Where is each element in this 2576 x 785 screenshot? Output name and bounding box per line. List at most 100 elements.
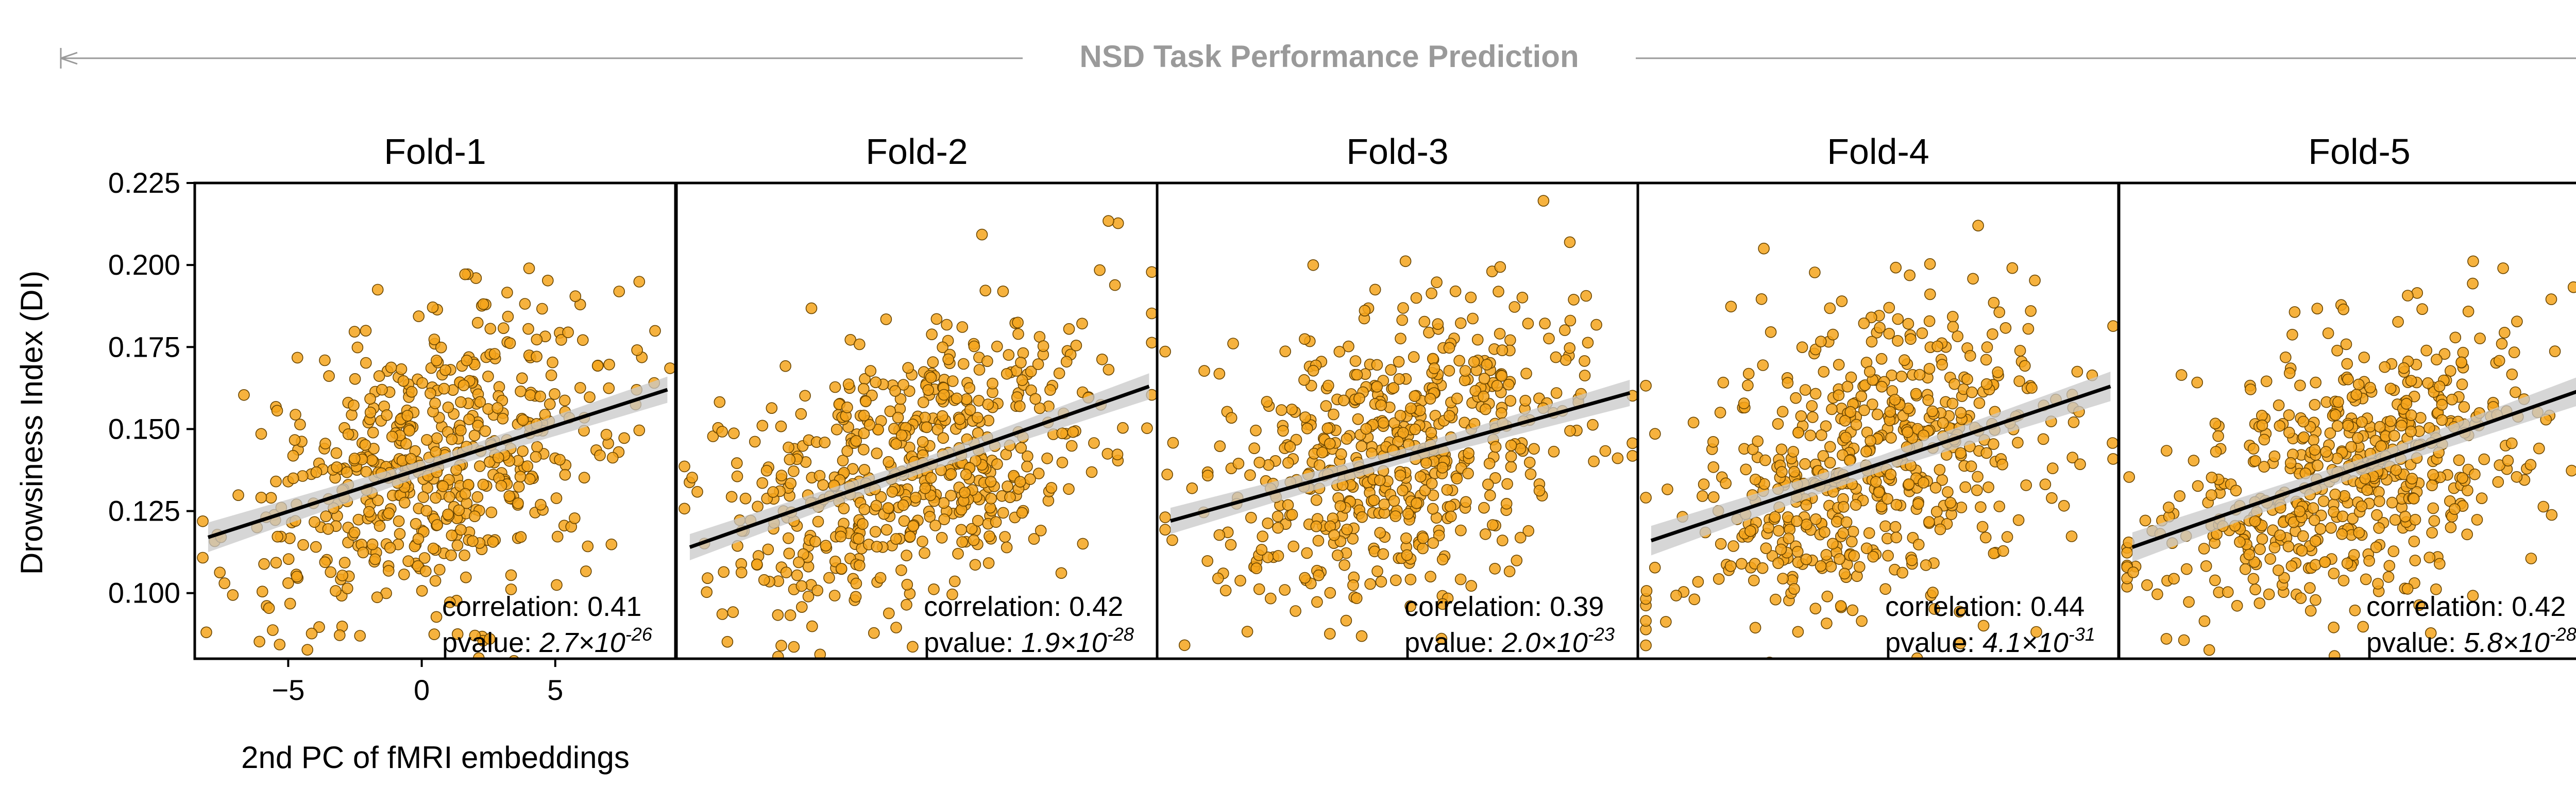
- scatter-point: [2268, 450, 2281, 462]
- scatter-point: [1500, 497, 1513, 510]
- scatter-point: [1879, 583, 1891, 595]
- scatter-point: [783, 441, 794, 454]
- scatter-point: [2360, 573, 2372, 586]
- scatter-point: [857, 518, 869, 530]
- scatter-point: [291, 352, 303, 364]
- scatter-point: [282, 577, 294, 589]
- scatter-point: [218, 577, 231, 589]
- scatter-point: [1876, 380, 1888, 393]
- scatter-point: [416, 585, 428, 597]
- scatter-point: [400, 438, 412, 450]
- scatter-point: [1588, 455, 1600, 467]
- scatter-point: [1885, 469, 1897, 480]
- scatter-point: [1844, 406, 1857, 418]
- scatter-point: [871, 447, 883, 459]
- scatter-point: [752, 500, 764, 513]
- scatter-point: [1489, 441, 1502, 453]
- scatter-point: [2029, 274, 2041, 287]
- scatter-point: [739, 492, 752, 505]
- scatter-point: [2567, 281, 2576, 293]
- scatter-point: [1783, 532, 1795, 544]
- scatter-point: [2382, 571, 2395, 583]
- scatter-point: [1910, 388, 1922, 400]
- scatter-point: [1896, 566, 1908, 579]
- scatter-point: [997, 285, 1009, 297]
- scatter-point: [1772, 418, 1784, 430]
- scatter-point: [1954, 638, 1967, 649]
- scatter-point: [1313, 569, 1325, 581]
- correlation-annotation: correlation: 0.44: [1885, 591, 2084, 622]
- scatter-point: [1024, 473, 1036, 485]
- scatter-point: [1021, 460, 1033, 473]
- scatter-point: [1178, 639, 1191, 652]
- scatter-point: [369, 553, 381, 565]
- scatter-point: [1850, 419, 1862, 431]
- scatter-point: [459, 488, 471, 500]
- scatter-point: [1284, 441, 1296, 453]
- scatter-point: [1262, 517, 1274, 529]
- scatter-point: [2498, 327, 2511, 339]
- scatter-point: [473, 460, 486, 472]
- scatter-point: [1394, 410, 1406, 422]
- scatter-point: [1967, 273, 1979, 285]
- scatter-point: [1928, 603, 1940, 615]
- scatter-point: [613, 286, 625, 297]
- scatter-point: [2431, 354, 2443, 365]
- scatter-point: [1338, 559, 1350, 571]
- scatter-point: [1086, 466, 1098, 478]
- scatter-point: [246, 679, 257, 690]
- scatter-point: [1445, 510, 1457, 523]
- scatter-point: [2284, 457, 2297, 469]
- scatter-point: [686, 472, 698, 483]
- scatter-point: [1489, 472, 1501, 484]
- scatter-point: [320, 663, 331, 674]
- scatter-point: [841, 402, 853, 413]
- scatter-point: [888, 423, 900, 435]
- scatter-point: [936, 532, 948, 544]
- scatter-point: [2308, 434, 2319, 446]
- scatter-point: [2209, 417, 2222, 430]
- scatter-point: [2506, 368, 2518, 380]
- scatter-point: [1580, 290, 1592, 302]
- scatter-point: [287, 449, 299, 462]
- scatter-point: [2286, 328, 2298, 341]
- scatter-point: [2163, 502, 2175, 513]
- scatter-point: [591, 360, 604, 372]
- scatter-point: [2192, 480, 2204, 492]
- scatter-point: [1787, 446, 1799, 458]
- scatter-point: [1922, 394, 1934, 406]
- scatter-point: [1740, 463, 1752, 476]
- scatter-point: [1815, 336, 1827, 347]
- scatter-point: [1839, 567, 1851, 580]
- scatter-point: [2160, 702, 2171, 713]
- scatter-point: [1117, 422, 1129, 434]
- scatter-point: [1560, 354, 1572, 366]
- scatter-point: [1037, 340, 1049, 352]
- scatter-point: [2260, 375, 2273, 388]
- scatter-point: [1972, 220, 1984, 232]
- scatter-point: [718, 566, 730, 578]
- scatter-point: [1471, 333, 1484, 346]
- scatter-point: [728, 427, 740, 440]
- scatter-point: [2123, 471, 2136, 483]
- scatter-point: [2268, 542, 2281, 554]
- scatter-point: [1782, 377, 1794, 389]
- scatter-point: [1350, 592, 1363, 604]
- scatter-point: [2467, 590, 2479, 602]
- scatter-point: [2383, 560, 2396, 572]
- scatter-point: [1241, 626, 1253, 638]
- scatter-point: [2309, 444, 2321, 456]
- scatter-point: [1493, 286, 1504, 298]
- scatter-point: [1424, 393, 1436, 405]
- scatter-point: [341, 466, 353, 478]
- scatter-point: [1992, 366, 2004, 378]
- scatter-point: [890, 438, 902, 450]
- scatter-point: [1725, 300, 1737, 313]
- scatter-point: [1871, 408, 1884, 421]
- pvalue-label: pvalue:: [442, 627, 539, 658]
- scatter-point: [1838, 501, 1850, 513]
- scatter-point: [954, 413, 966, 425]
- scatter-point: [910, 492, 922, 504]
- scatter-point: [907, 520, 919, 532]
